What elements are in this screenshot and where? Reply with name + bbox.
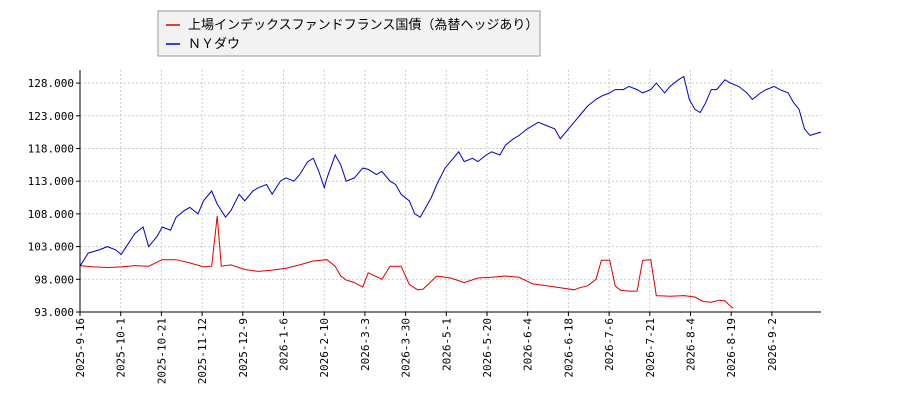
y-tick-label: 93.000 bbox=[34, 306, 74, 319]
x-tick-label: 2026-1-6 bbox=[278, 318, 291, 371]
legend-box bbox=[157, 10, 541, 57]
x-tick-label: 2026-5-1 bbox=[440, 318, 453, 371]
x-tick-label: 2026-6-18 bbox=[562, 318, 575, 378]
x-tick-label: 2026-3-3 bbox=[359, 318, 372, 371]
grid bbox=[79, 70, 821, 313]
y-tick-label: 98.000 bbox=[34, 273, 74, 286]
x-tick-label: 2026-9-2 bbox=[766, 318, 779, 371]
x-tick-label: 2026-2-10 bbox=[318, 318, 331, 378]
x-tick-label: 2026-7-6 bbox=[603, 318, 616, 371]
plot-area bbox=[80, 70, 821, 312]
legend: 上場インデックスファンドフランス国債（為替ヘッジあり） ＮＹダウ bbox=[157, 10, 541, 57]
y-tick-label: 108.000 bbox=[28, 208, 74, 221]
series-layer bbox=[79, 75, 822, 309]
legend-label-1: ＮＹダウ bbox=[188, 37, 240, 52]
x-tick-label: 2026-3-30 bbox=[400, 318, 413, 378]
x-tick-label: 2025-10-21 bbox=[155, 318, 168, 384]
x-tick-label: 2025-12-9 bbox=[237, 318, 250, 378]
y-tick-labels: 93.000 98.000 103.000 108.000 113.000 118.000… bbox=[28, 77, 74, 319]
series-line-1 bbox=[79, 75, 822, 267]
legend-label-0: 上場インデックスファンドフランス国債（為替ヘッジあり） bbox=[188, 17, 538, 33]
x-tick-label: 2025-11-12 bbox=[196, 318, 209, 384]
x-tick-label: 2026-8-19 bbox=[725, 318, 738, 378]
x-tick-labels: 2025-9-16 2025-10-1 2025-10-21 2025-11-12 20… bbox=[74, 318, 779, 385]
x-tick-label: 2026-7-21 bbox=[644, 318, 657, 378]
y-tick-label: 123.000 bbox=[28, 110, 74, 123]
axes bbox=[76, 70, 821, 316]
series-line-0 bbox=[79, 215, 734, 309]
x-tick-label: 2025-10-1 bbox=[115, 318, 128, 378]
x-tick-label: 2026-8-4 bbox=[685, 318, 698, 371]
x-tick-label: 2025-9-16 bbox=[74, 318, 87, 378]
x-tick-label: 2026-5-20 bbox=[481, 318, 494, 378]
y-tick-label: 103.000 bbox=[28, 241, 74, 254]
y-tick-label: 128.000 bbox=[28, 77, 74, 90]
y-tick-label: 118.000 bbox=[28, 142, 74, 155]
x-tick-label: 2026-6-4 bbox=[522, 318, 535, 371]
y-tick-label: 113.000 bbox=[28, 175, 74, 188]
